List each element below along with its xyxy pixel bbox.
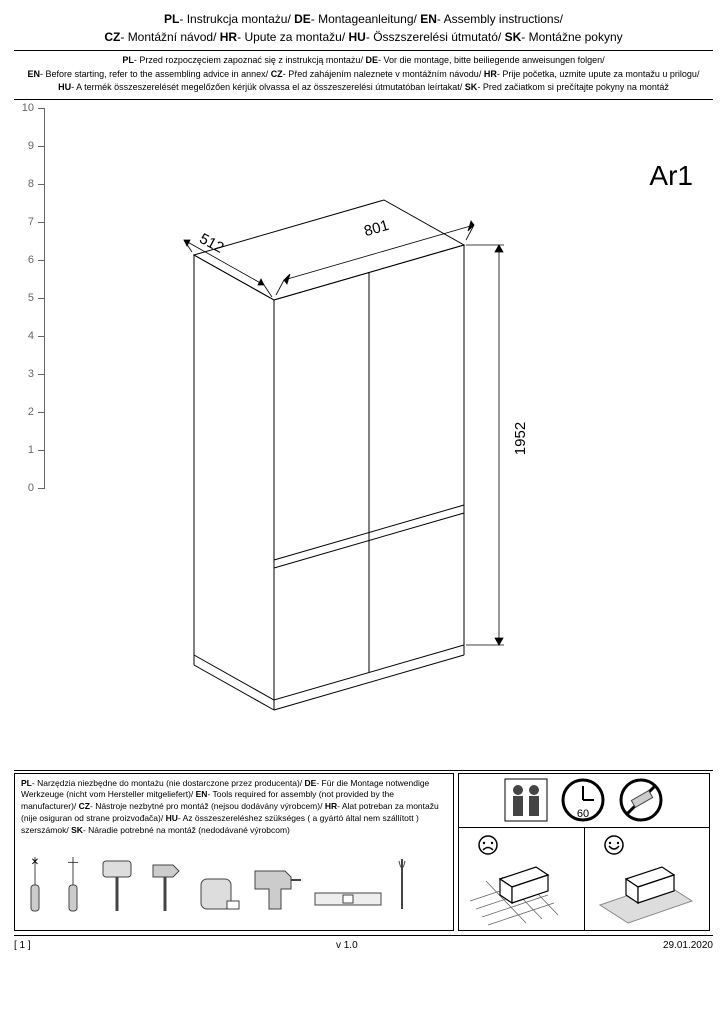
info-panel: 60 <box>458 773 710 931</box>
level-icon <box>313 875 383 915</box>
info-row: PL- Narzędzia niezbędne do montażu (nie … <box>14 770 713 931</box>
main-diagram: 10 9 8 7 6 5 4 3 2 1 0 Ar1 <box>14 100 713 770</box>
footer-date: 29.01.2020 <box>663 940 713 951</box>
cabinet-drawing: 512 801 1952 <box>134 140 564 730</box>
screwdriver-cross-icon: ✕ <box>21 855 49 915</box>
header-note: PL- Przed rozpoczęciem zapoznać się z in… <box>14 51 713 100</box>
persons-time: 60 <box>459 774 709 828</box>
svg-text:✕: ✕ <box>31 857 39 868</box>
svg-text:60: 60 <box>577 808 589 820</box>
footer: [ 1 ] v 1.0 29.01.2020 <box>14 935 713 951</box>
tape-measure-icon <box>197 865 241 915</box>
tools-icons: ✕ — <box>21 845 447 915</box>
drill-icon <box>251 859 303 915</box>
header-line-1: PL- Instrukcja montażu/ DE- Montageanlei… <box>14 10 713 28</box>
ruler: 10 9 8 7 6 5 4 3 2 1 0 <box>14 108 48 488</box>
model-code: Ar1 <box>649 160 693 192</box>
tools-text: PL- Narzędzia niezbędne do montażu (nie … <box>21 778 447 837</box>
hammer-icon <box>147 855 187 915</box>
persons-icon <box>504 778 548 822</box>
mallet-icon <box>97 855 137 915</box>
assembly-surface <box>459 828 709 930</box>
sad-floor-icon <box>466 831 576 927</box>
drill-bit-icon <box>393 855 411 915</box>
clock-icon: 60 <box>560 777 606 823</box>
footer-version: v 1.0 <box>336 940 358 951</box>
svg-text:—: — <box>68 857 78 868</box>
header-line-2: CZ- Montážní návod/ HR- Upute za montažu… <box>14 28 713 46</box>
screwdriver-flat-icon: — <box>59 855 87 915</box>
happy-carpet-icon <box>592 831 702 927</box>
no-cutter-icon <box>618 777 664 823</box>
tools-panel: PL- Narzędzia niezbędne do montażu (nie … <box>14 773 454 931</box>
footer-page: [ 1 ] <box>14 940 31 951</box>
dim-height: 1952 <box>512 421 529 454</box>
header-languages: PL- Instrukcja montażu/ DE- Montageanlei… <box>14 10 713 51</box>
